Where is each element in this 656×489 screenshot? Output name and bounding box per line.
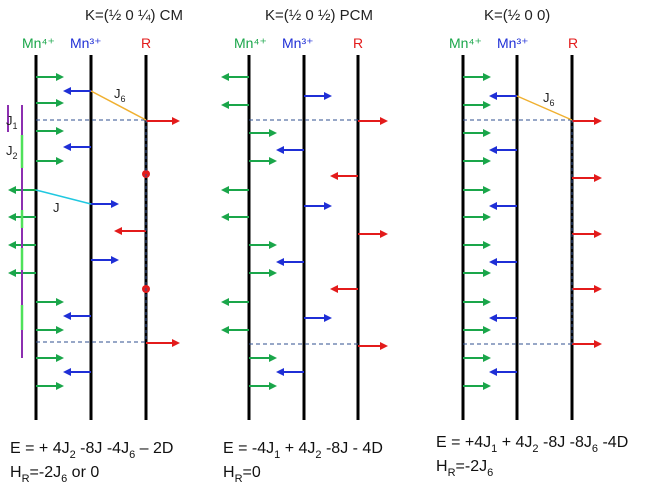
j1-label: J1	[6, 113, 18, 131]
panel-2: K=(½ 0 ½) PCM Mn⁴⁺ Mn³⁺ R E =	[221, 7, 388, 485]
panel-1: K=(½ 0 ¼) CM Mn⁴⁺ Mn³⁺ R	[6, 7, 183, 485]
panel-3-hr: HR=-2J6	[436, 458, 493, 479]
panel-1-energy: E = + 4J2 -8J -4J6 – 2D	[10, 440, 173, 461]
panel-3-mn3-label: Mn³⁺	[497, 35, 529, 51]
panel-1-mn4-label: Mn⁴⁺	[22, 35, 55, 51]
j6-exchange-path	[516, 95, 573, 121]
j6-label: J6	[543, 90, 555, 108]
panel-3-title: K=(½ 0 0)	[484, 7, 550, 24]
j-exchange-path	[35, 189, 92, 205]
panel-3: K=(½ 0 0) Mn⁴⁺ Mn³⁺ R	[436, 7, 628, 479]
j6-exchange-path	[90, 90, 147, 121]
panel-2-mn4-label: Mn⁴⁺	[234, 35, 267, 51]
panel-1-title: K=(½ 0 ¼) CM	[85, 7, 183, 24]
j2-label: J2	[6, 143, 18, 161]
j6-label: J6	[114, 86, 126, 104]
panel-2-hr: HR=0	[223, 464, 261, 485]
panel-2-r-label: R	[353, 35, 363, 51]
panel-1-r-label: R	[141, 35, 151, 51]
panel-3-energy: E = +4J1 + 4J2 -8J -8J6 -4D	[436, 434, 628, 455]
j-label: J	[53, 200, 60, 215]
panel-2-mn3-label: Mn³⁺	[282, 35, 314, 51]
panel-2-energy: E = -4J1 + 4J2 -8J - 4D	[223, 440, 383, 461]
panel-2-title: K=(½ 0 ½) PCM	[265, 7, 373, 24]
panel-3-r-label: R	[568, 35, 578, 51]
panel-3-mn4-label: Mn⁴⁺	[449, 35, 482, 51]
panel-1-mn3-label: Mn³⁺	[70, 35, 102, 51]
panel-1-hr: HR=-2J6 or 0	[10, 464, 99, 485]
